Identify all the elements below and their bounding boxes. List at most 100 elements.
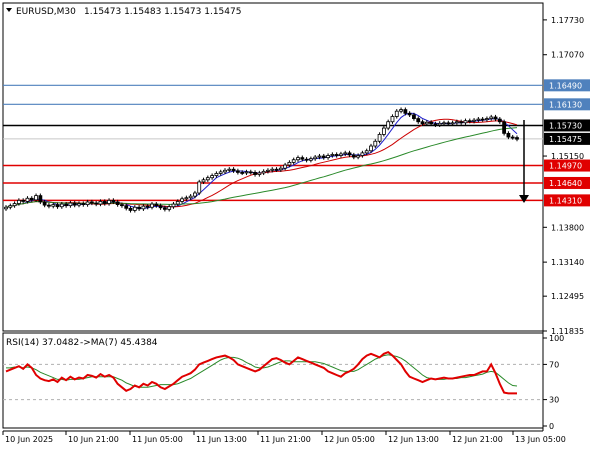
candle-body (506, 132, 511, 138)
candle-body (343, 152, 348, 155)
candle-body (390, 116, 395, 123)
price-axis-label: 1.17070 (551, 51, 584, 60)
candle-body (42, 201, 47, 206)
candle-body (287, 161, 292, 166)
candle-body (261, 170, 266, 174)
candle-body (201, 179, 206, 183)
candle-body (394, 110, 399, 117)
candle-body (210, 175, 215, 179)
candle-body (266, 169, 270, 172)
symbol-label: EURUSD,M30 (16, 7, 76, 17)
price-axis-label: 1.17730 (551, 16, 584, 25)
candle-body (145, 205, 150, 208)
candle-body (107, 199, 111, 204)
candle-body (89, 201, 94, 204)
candle-body (81, 203, 86, 206)
candle-body (407, 112, 412, 116)
price-label-text: 1.14310 (549, 196, 582, 205)
symbol-header: EURUSD,M30 1.15473 1.15483 1.15473 1.154… (6, 7, 241, 17)
price-label-text: 1.14970 (549, 162, 582, 171)
price-label-box (544, 159, 590, 172)
candle-body (330, 154, 335, 156)
candle-body (141, 205, 146, 210)
candle-body (454, 121, 459, 124)
price-label-text: 1.16130 (549, 100, 582, 109)
candle-body (120, 204, 124, 207)
candle-body (373, 140, 378, 147)
candle-body (489, 116, 494, 119)
candle-body (59, 203, 64, 208)
candle-body (137, 206, 142, 210)
candle-body (446, 122, 451, 125)
time-axis-label: 12 Jun 21:00 (452, 435, 503, 444)
candle-body (304, 158, 309, 161)
price-axis-label: 1.13140 (551, 258, 584, 267)
candle-body (399, 109, 403, 112)
candle-body (360, 152, 365, 156)
candle-body (68, 202, 73, 207)
time-axis-label: 13 Jun 05:00 (515, 435, 566, 444)
rsi-indicator: 100 70 30 0 (3, 334, 564, 431)
price-label-box (544, 79, 590, 92)
forecast-arrow (519, 120, 529, 203)
price-axis-labels: 1.17730 1.17070 1.15150 1.13800 1.13140 1.124… (551, 16, 584, 336)
price-axis-label: 1.15150 (551, 152, 584, 161)
candle-body (77, 203, 81, 206)
candle-body (433, 123, 438, 126)
candle-body (227, 168, 232, 171)
candle-body (334, 154, 339, 156)
candle-body (278, 167, 283, 171)
candle-body (364, 150, 369, 154)
price-axis-label: 1.12495 (551, 292, 584, 301)
candle-body (369, 145, 373, 152)
candle-body (235, 170, 240, 173)
collapse-triangle-icon[interactable] (6, 8, 12, 12)
candle-body (180, 198, 184, 202)
candle-body (308, 158, 313, 161)
horizontal-levels[interactable]: 1.16490 1.16130 1.15730 1.14970 1.14640 1.143… (3, 79, 590, 207)
candle-body (47, 204, 51, 207)
price-label-text: 1.16490 (549, 81, 582, 90)
candlesticks (4, 107, 519, 213)
candle-body (205, 177, 210, 181)
candle-body (351, 154, 356, 158)
ohlc-values: 1.15473 1.15483 1.15473 1.15475 (84, 7, 241, 17)
candle-body (300, 157, 305, 160)
candle-body (485, 118, 489, 121)
grid-ticks (543, 19, 547, 332)
candle-body (356, 155, 361, 158)
rsi-line (5, 350, 517, 395)
price-label-box (544, 98, 590, 111)
candle-body (124, 205, 129, 209)
candle-body (515, 137, 519, 140)
candle-body (175, 201, 180, 205)
price-label-box (544, 119, 590, 132)
candle-body (150, 203, 154, 208)
candle-body (416, 118, 421, 123)
time-axis-label: 10 Jun 2025 (5, 435, 53, 444)
rsi-axis-label: 70 (549, 360, 559, 369)
candle-body (476, 118, 481, 121)
candle-body (386, 121, 391, 129)
candle-body (38, 195, 43, 203)
candle-body (377, 134, 382, 142)
candle-body (85, 201, 90, 206)
candle-body (253, 172, 257, 175)
candle-body (218, 171, 223, 174)
rsi-label: RSI(14) 37.0482 (6, 338, 79, 348)
candle-body (102, 201, 107, 204)
candle-body (29, 197, 34, 201)
candle-body (429, 121, 434, 125)
candle-body (420, 121, 425, 125)
candle-body (442, 122, 446, 125)
candle-body (296, 157, 300, 161)
price-label-box (544, 194, 590, 207)
candle-body (463, 120, 468, 124)
candle-body (21, 199, 26, 202)
candle-body (450, 122, 455, 125)
candle-body (248, 171, 253, 174)
candle-body (459, 121, 464, 124)
down-arrow-icon (519, 195, 529, 203)
candle-body (214, 173, 219, 176)
